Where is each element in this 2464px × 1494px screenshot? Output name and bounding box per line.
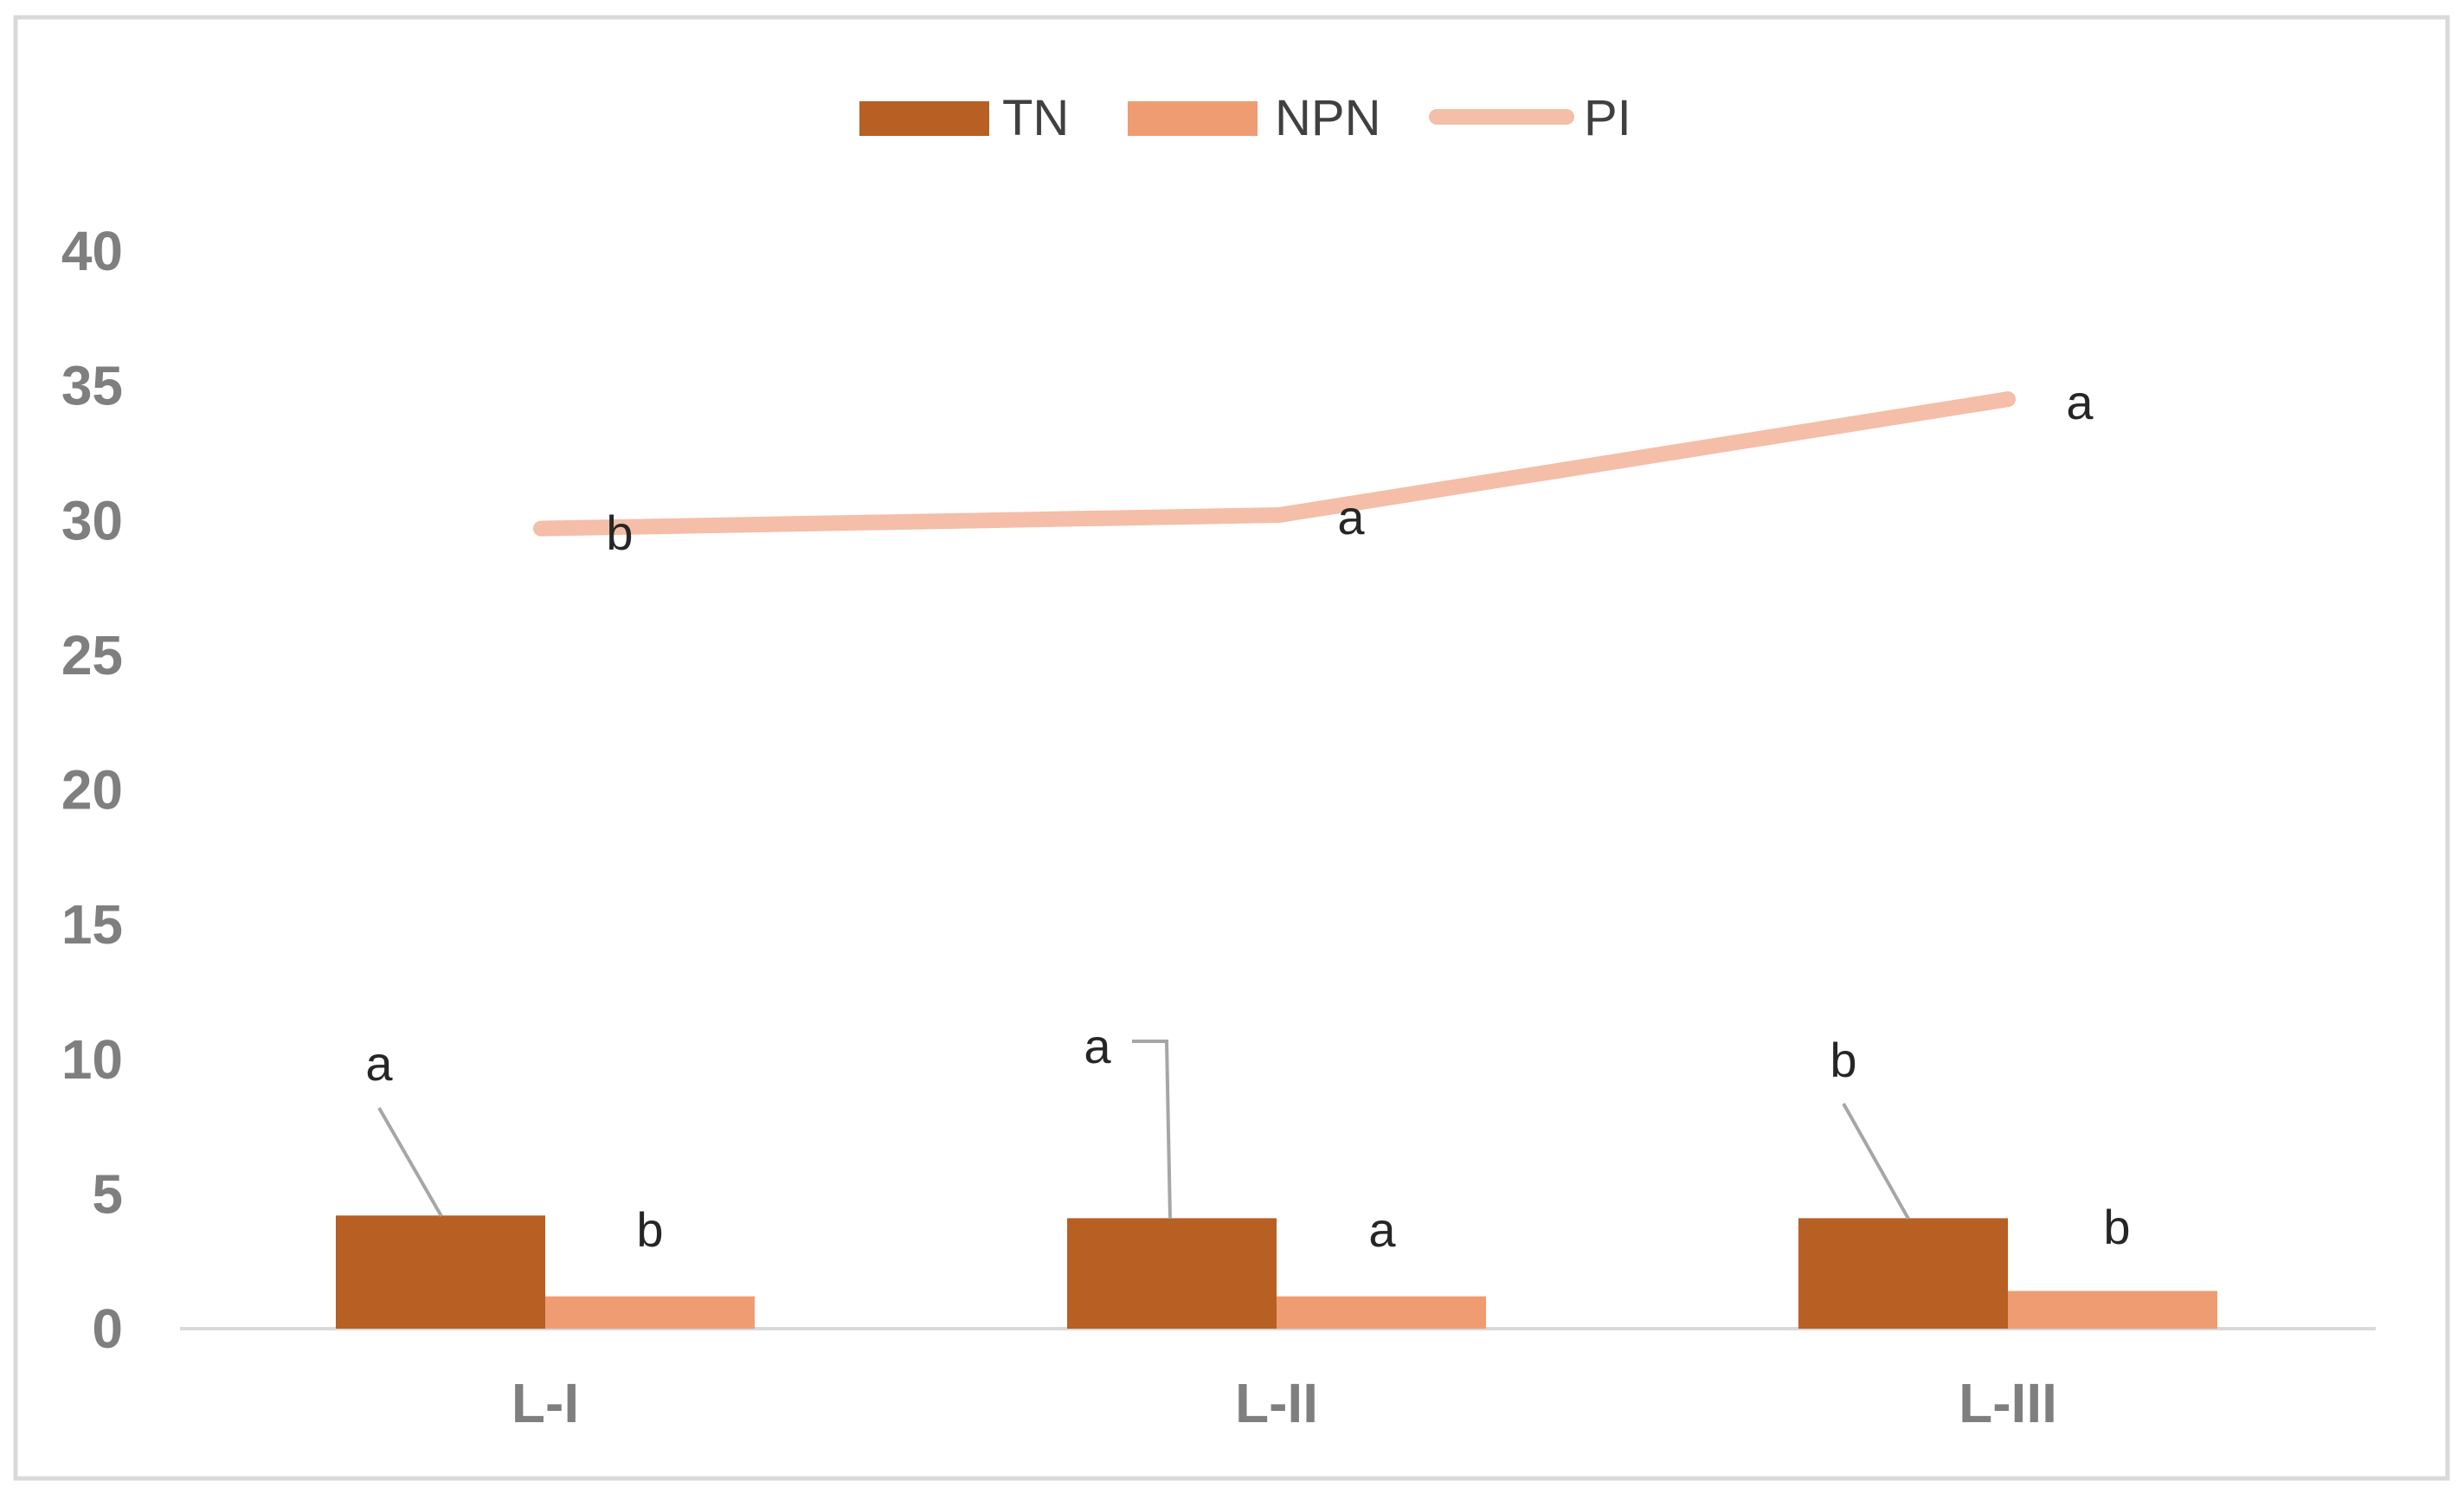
legend-swatch-tn [859,101,989,136]
line-series [533,391,2016,537]
y-tick-label: 30 [61,489,123,551]
x-tick-label: L-III [1959,1372,2057,1434]
label-leader-line [1842,1103,1910,1220]
bar-tn [336,1215,545,1329]
bar-tn [1798,1218,2008,1329]
data-label-pi: a [1337,490,1365,544]
data-label-npn: b [2103,1200,2130,1254]
y-axis-ticks: 0 5 10 15 20 25 30 35 40 [61,220,123,1360]
legend-label-npn: NPN [1275,90,1380,146]
data-labels: a b b a a a b b a [365,375,2130,1257]
legend-swatch-npn [1128,101,1258,136]
bar-npn [2008,1291,2217,1329]
label-leader-line [1132,1040,1172,1220]
data-label-tn: a [1084,1019,1111,1073]
legend: TN NPN PI [859,90,1631,146]
line-pi [533,391,2016,537]
x-tick-label: L-I [511,1372,579,1434]
y-tick-label: 40 [61,220,123,282]
data-label-npn: a [1368,1202,1396,1257]
x-axis-ticks: L-I L-II L-III [511,1372,2057,1434]
data-label-pi: b [606,506,633,560]
bar-tn [1067,1218,1277,1329]
data-label-npn: b [636,1202,663,1257]
y-tick-label: 35 [61,355,123,417]
bars [336,1215,2217,1329]
data-label-pi: a [2066,375,2094,429]
y-tick-label: 10 [61,1028,123,1091]
y-tick-label: 20 [61,759,123,821]
y-tick-label: 5 [92,1162,123,1225]
x-tick-label: L-II [1235,1372,1318,1434]
bar-npn [545,1296,755,1329]
data-label-tn: b [1830,1033,1856,1087]
bar-npn [1277,1296,1486,1329]
y-tick-label: 25 [61,624,123,686]
label-leader-line [377,1107,443,1217]
data-label-tn: a [365,1036,393,1091]
y-tick-label: 0 [92,1298,123,1360]
label-leaders [377,1040,1910,1220]
legend-label-pi: PI [1584,90,1631,146]
y-tick-label: 15 [61,893,123,956]
legend-label-tn: TN [1002,90,1069,146]
